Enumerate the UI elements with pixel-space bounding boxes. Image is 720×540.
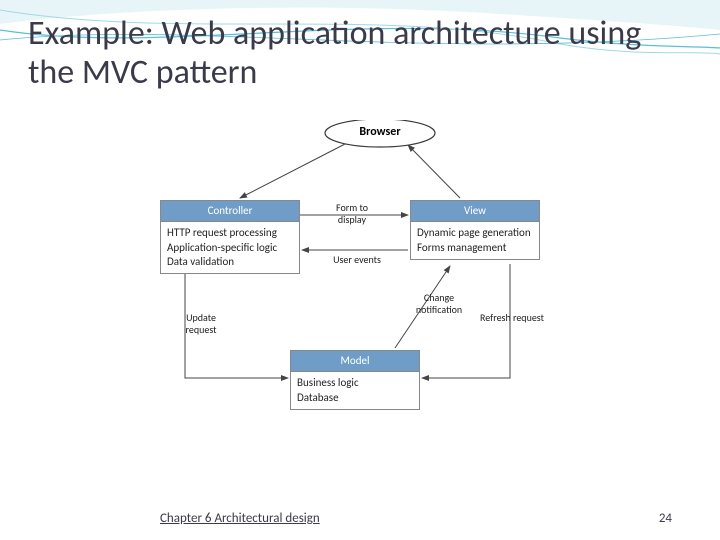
slide-footer: Chapter 6 Architectural design 24 [0, 511, 720, 526]
node-controller: Controller HTTP request processing Appli… [160, 200, 300, 274]
label-refresh-request: Refresh request [472, 312, 552, 324]
model-title: Model [291, 351, 419, 372]
view-body: Dynamic page generation Forms management [411, 222, 539, 259]
controller-title: Controller [161, 201, 299, 222]
page-number: 24 [659, 511, 672, 526]
view-title: View [411, 201, 539, 222]
controller-body: HTTP request processing Application-spec… [161, 222, 299, 273]
label-form-to-display: Form to display [322, 202, 382, 225]
label-change-notification: Change notification [404, 292, 474, 315]
mvc-diagram: Browser Controller HTTP request processi… [150, 120, 570, 450]
model-body: Business logic Database [291, 372, 419, 409]
footer-chapter: Chapter 6 Architectural design [160, 511, 320, 526]
slide-title: Example: Web application architecture us… [28, 14, 688, 92]
node-browser: Browser [350, 125, 410, 139]
label-user-events: User events [322, 254, 392, 266]
label-update-request: Update request [176, 312, 226, 335]
node-model: Model Business logic Database [290, 350, 420, 410]
node-view: View Dynamic page generation Forms manag… [410, 200, 540, 260]
